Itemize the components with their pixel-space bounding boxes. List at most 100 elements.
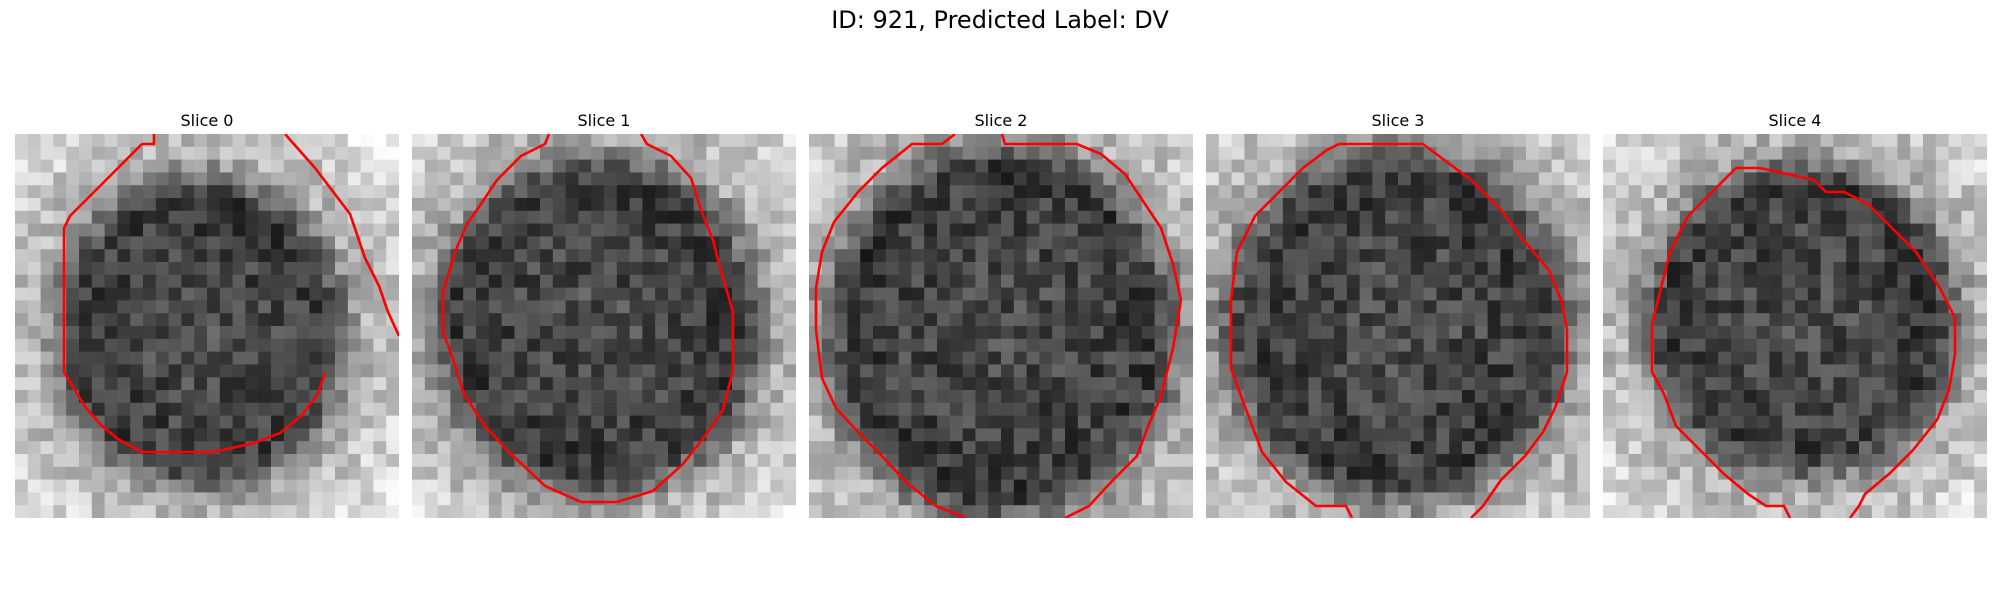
pixel	[1346, 185, 1361, 199]
pixel	[655, 364, 669, 378]
pixel	[181, 146, 195, 161]
pixel	[591, 479, 605, 493]
pixel	[1308, 364, 1322, 378]
pixel	[629, 479, 643, 493]
pixel	[1692, 390, 1706, 404]
pixel	[1321, 428, 1335, 442]
pixel	[616, 454, 631, 468]
pixel	[1231, 454, 1245, 468]
pixel	[476, 146, 490, 161]
pixel	[1820, 415, 1834, 429]
pixel	[1641, 377, 1655, 391]
pixel	[1782, 262, 1796, 276]
pixel	[309, 492, 323, 506]
pixel	[283, 377, 298, 391]
pixel	[1141, 146, 1156, 161]
pixel	[732, 338, 746, 353]
pixel	[1129, 159, 1143, 173]
pixel	[463, 364, 477, 378]
pixel	[207, 287, 221, 301]
pixel	[1923, 466, 1937, 481]
pixel	[66, 454, 80, 468]
pixel	[1948, 441, 1962, 455]
pixel	[949, 338, 964, 353]
pixel	[40, 198, 54, 212]
pixel	[1577, 415, 1590, 429]
pixel	[911, 326, 925, 340]
pixel	[1731, 466, 1745, 481]
pixel	[616, 185, 631, 199]
pixel	[309, 249, 323, 263]
pixel	[1923, 390, 1937, 404]
pixel	[719, 313, 733, 327]
pixel	[1820, 492, 1834, 506]
pixel	[1359, 249, 1373, 263]
pixel	[655, 172, 669, 186]
pixel	[1090, 454, 1104, 468]
pixel	[514, 492, 528, 506]
pixel	[463, 159, 477, 173]
pixel	[1398, 338, 1412, 353]
pixel	[1577, 198, 1590, 212]
pixel	[296, 185, 310, 199]
pixel	[719, 159, 733, 173]
pixel	[1628, 492, 1642, 506]
pixel	[1487, 313, 1501, 327]
pixel	[1948, 402, 1962, 417]
pixel	[1974, 262, 1987, 276]
pixel	[104, 505, 118, 518]
pixel	[130, 134, 144, 148]
pixel	[1462, 454, 1476, 468]
pixel	[642, 466, 656, 481]
pixel	[271, 338, 285, 353]
pixel	[514, 236, 528, 250]
pixel	[1705, 326, 1719, 340]
pixel	[1487, 377, 1501, 391]
pixel	[1436, 492, 1450, 506]
pixel	[219, 364, 234, 378]
pixel	[949, 390, 964, 404]
pixel	[1910, 428, 1924, 442]
pixel	[1372, 338, 1386, 353]
pixel	[1449, 300, 1463, 314]
pixel	[591, 146, 605, 161]
pixel	[1359, 210, 1373, 225]
pixel	[347, 415, 362, 429]
pixel	[616, 134, 631, 148]
pixel	[1013, 313, 1028, 327]
pixel	[1743, 505, 1758, 518]
pixel	[1692, 287, 1706, 301]
pixel	[1564, 134, 1578, 148]
pixel	[1001, 262, 1015, 276]
pixel	[488, 351, 503, 365]
pixel	[1538, 300, 1553, 314]
pixel	[591, 185, 605, 199]
pixel	[540, 223, 554, 237]
pixel	[1859, 390, 1873, 404]
pixel	[360, 274, 374, 289]
pixel	[1551, 236, 1565, 250]
pixel	[15, 172, 29, 186]
pixel	[1001, 466, 1015, 481]
pixel	[540, 236, 554, 250]
pixel	[655, 300, 669, 314]
pixel	[360, 326, 374, 340]
pixel	[1180, 134, 1193, 148]
pixel	[1628, 172, 1642, 186]
pixel	[1846, 466, 1860, 481]
pixel	[66, 492, 80, 506]
pixel	[911, 249, 925, 263]
pixel	[1346, 415, 1361, 429]
pixel	[1705, 313, 1719, 327]
pixel	[706, 441, 720, 455]
pixel	[783, 351, 796, 365]
pixel	[91, 390, 106, 404]
pixel	[1654, 249, 1668, 263]
pixel	[258, 364, 272, 378]
pixel	[1167, 172, 1181, 186]
pixel	[1334, 505, 1348, 518]
pixel	[591, 326, 605, 340]
pixel	[1897, 249, 1911, 263]
pixel	[1833, 210, 1847, 225]
pixel	[27, 262, 42, 276]
